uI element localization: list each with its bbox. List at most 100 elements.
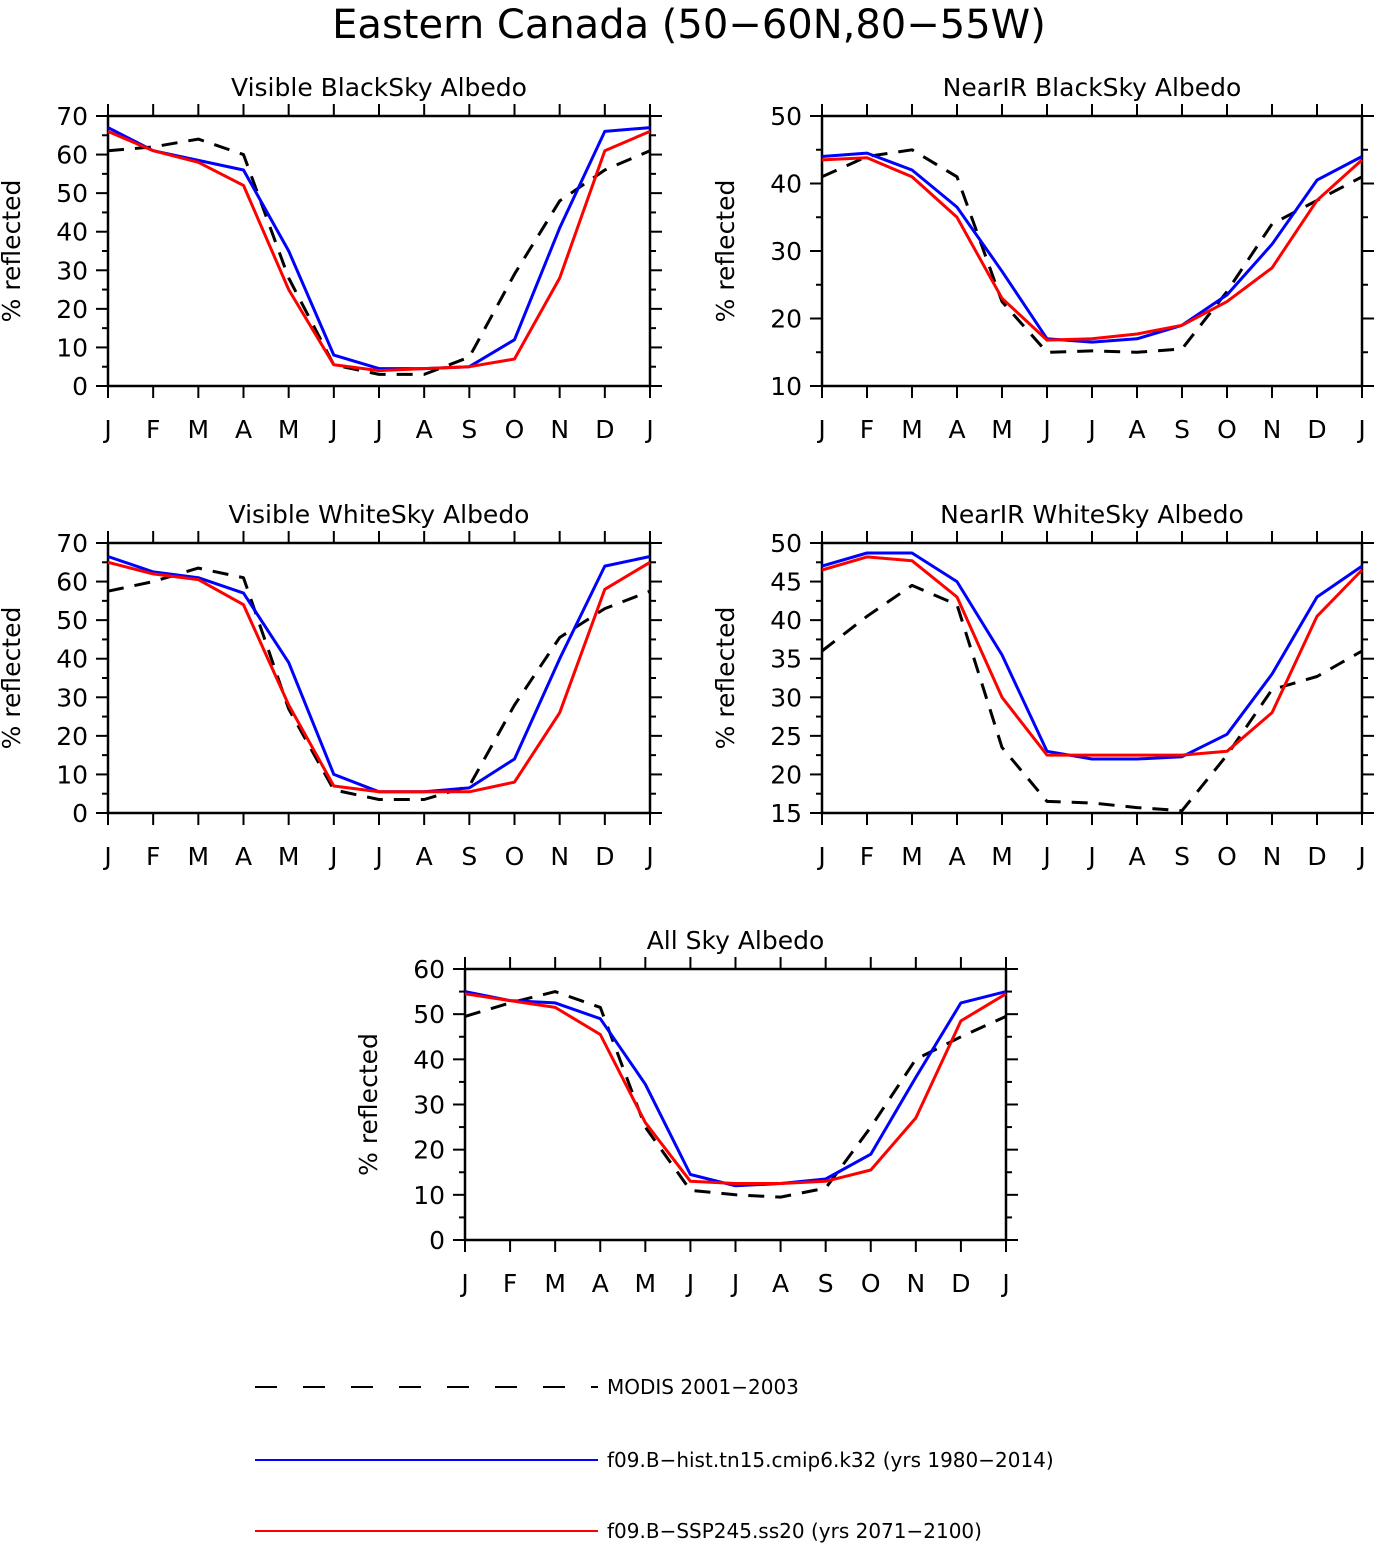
chart-1-x-tick-label: N <box>550 415 569 444</box>
chart-4-x-tick-label: S <box>1174 842 1190 871</box>
chart-2-y-tick-label: 40 <box>770 170 802 199</box>
chart-5-title: All Sky Albedo <box>647 926 825 955</box>
chart-5-x-tick-label: D <box>951 1269 970 1298</box>
chart-4-y-axis-label: % reflected <box>711 607 740 750</box>
chart-1-x-tick-label: J <box>644 415 653 444</box>
chart-3-x-tick-label: M <box>188 842 210 871</box>
chart-5-x-tick-label: J <box>459 1269 468 1298</box>
chart-1-y-tick-label: 60 <box>56 141 88 170</box>
chart-2-title: NearIR BlackSky Albedo <box>943 73 1242 102</box>
chart-3-x-tick-label: J <box>328 842 337 871</box>
chart-2-x-tick-label: J <box>1086 415 1095 444</box>
chart-4-x-tick-label: A <box>948 842 965 871</box>
chart-5-x-tick-label: S <box>818 1269 834 1298</box>
chart-1-x-tick-label: M <box>278 415 300 444</box>
chart-5-x-tick-label: N <box>906 1269 925 1298</box>
chart-4-x-tick-label: M <box>991 842 1013 871</box>
legend-label-2: f09.B−hist.tn15.cmip6.k32 (yrs 1980−2014… <box>607 1448 1054 1472</box>
chart-2-x-tick-label: J <box>816 415 825 444</box>
chart-4-y-tick-label: 15 <box>770 799 802 828</box>
chart-2-x-tick-label: A <box>1128 415 1145 444</box>
chart-5-x-tick-label: F <box>503 1269 517 1298</box>
chart-3-y-tick-label: 0 <box>72 799 88 828</box>
chart-4-x-tick-label: J <box>816 842 825 871</box>
chart-3-x-tick-label: M <box>278 842 300 871</box>
chart-1-x-tick-label: J <box>373 415 382 444</box>
chart-4-y-tick-label: 35 <box>770 645 802 674</box>
legend: MODIS 2001−2003 f09.B−hist.tn15.cmip6.k32… <box>255 1375 1054 1543</box>
chart-4-x-tick-label: A <box>1128 842 1145 871</box>
chart-5-y-tick-label: 60 <box>413 955 445 984</box>
chart-1-y-axis-label: % reflected <box>0 180 26 323</box>
chart-3-x-tick-label: S <box>461 842 477 871</box>
chart-3-x-tick-label: O <box>505 842 525 871</box>
chart-2-x-tick-label: O <box>1217 415 1237 444</box>
chart-2-series-modis-line <box>821 148 1363 354</box>
chart-5-series-modis-line <box>464 990 1007 1199</box>
chart-5-y-tick-label: 50 <box>413 1000 445 1029</box>
chart-1-x-tick-label: J <box>102 415 111 444</box>
chart-4-y-tick-label: 30 <box>770 683 802 712</box>
chart-5-x-tick-label: J <box>1000 1269 1009 1298</box>
chart-3-visible-whitesky-albedo: Visible WhiteSky Albedo% reflectedJFMAMJ… <box>0 500 662 871</box>
chart-1-x-tick-label: J <box>328 415 337 444</box>
figure-title: Eastern Canada (50−60N,80−55W) <box>332 2 1046 48</box>
chart-5-x-tick-label: A <box>772 1269 789 1298</box>
chart-2-x-tick-label: J <box>1041 415 1050 444</box>
chart-1-y-tick-label: 70 <box>56 102 88 131</box>
chart-1-x-tick-label: A <box>235 415 252 444</box>
chart-1-series-f09-b-ssp245-ss20-line <box>107 130 651 373</box>
chart-1-x-tick-label: O <box>505 415 525 444</box>
chart-4-series-f09-b-hist-tn15-cmip6-k32-line <box>821 551 1363 761</box>
chart-3-y-tick-label: 10 <box>56 760 88 789</box>
chart-2-y-tick-label: 30 <box>770 237 802 266</box>
legend-label-1: MODIS 2001−2003 <box>607 1375 799 1399</box>
chart-3-y-tick-label: 70 <box>56 529 88 558</box>
chart-1-visible-blacksky-albedo: Visible BlackSky Albedo% reflectedJFMAMJ… <box>0 73 662 444</box>
chart-1-y-tick-label: 40 <box>56 218 88 247</box>
chart-3-x-tick-label: D <box>595 842 614 871</box>
chart-4-plot-frame <box>820 541 1364 815</box>
chart-5-y-tick-label: 0 <box>429 1226 445 1255</box>
chart-3-series-f09-b-hist-tn15-cmip6-k32-line <box>107 555 651 794</box>
chart-5-y-axis-label: % reflected <box>354 1033 383 1176</box>
chart-1-series-modis-line <box>107 137 651 376</box>
chart-3-x-tick-label: J <box>373 842 382 871</box>
chart-4-x-tick-label: N <box>1263 842 1282 871</box>
chart-2-x-tick-label: F <box>860 415 874 444</box>
chart-2-x-tick-label: S <box>1174 415 1190 444</box>
chart-4-x-tick-label: O <box>1217 842 1237 871</box>
chart-1-x-tick-label: A <box>416 415 433 444</box>
chart-4-x-tick-label: J <box>1086 842 1095 871</box>
chart-3-plot-frame <box>106 541 652 815</box>
chart-2-x-tick-label: N <box>1263 415 1282 444</box>
chart-1-title: Visible BlackSky Albedo <box>231 73 527 102</box>
chart-3-title: Visible WhiteSky Albedo <box>229 500 530 529</box>
chart-2-x-tick-label: A <box>948 415 965 444</box>
chart-1-x-tick-label: D <box>595 415 614 444</box>
chart-3-y-tick-label: 60 <box>56 568 88 597</box>
chart-2-y-tick-label: 50 <box>770 102 802 131</box>
chart-5-x-tick-label: O <box>861 1269 881 1298</box>
chart-1-y-tick-label: 0 <box>72 372 88 401</box>
chart-3-y-tick-label: 30 <box>56 683 88 712</box>
chart-4-x-tick-label: J <box>1356 842 1365 871</box>
chart-4-y-tick-label: 45 <box>770 568 802 597</box>
chart-5-x-tick-label: J <box>685 1269 694 1298</box>
chart-4-y-tick-label: 50 <box>770 529 802 558</box>
chart-2-x-tick-label: D <box>1307 415 1326 444</box>
chart-1-x-tick-label: F <box>146 415 160 444</box>
chart-2-x-tick-label: M <box>901 415 923 444</box>
chart-panels: Visible BlackSky Albedo% reflectedJFMAMJ… <box>0 73 1374 1298</box>
chart-4-x-tick-label: D <box>1307 842 1326 871</box>
chart-2-y-tick-label: 10 <box>770 372 802 401</box>
chart-3-y-tick-label: 40 <box>56 645 88 674</box>
chart-3-series-f09-b-ssp245-ss20-line <box>107 560 651 794</box>
chart-4-x-tick-label: F <box>860 842 874 871</box>
chart-2-x-tick-label: J <box>1356 415 1365 444</box>
chart-4-y-tick-label: 40 <box>770 606 802 635</box>
chart-2-series-f09-b-ssp245-ss20-line <box>821 156 1364 342</box>
chart-1-plot-frame <box>106 114 652 388</box>
